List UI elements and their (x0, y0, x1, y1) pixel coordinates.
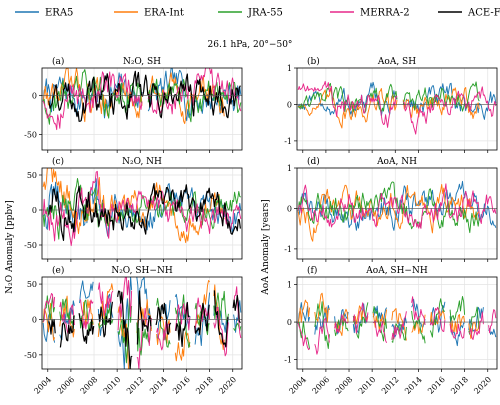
panel-letter: (e) (52, 265, 64, 276)
x-tick-label-0: 2004 (287, 375, 308, 396)
series-line-merra-2 (297, 80, 497, 135)
y-tick-label-2: 1 (287, 281, 292, 290)
x-tick-label-7: 2018 (449, 375, 470, 396)
y-tick-label-0: -50 (24, 351, 37, 360)
y-tick-label-0: -1 (284, 137, 292, 146)
y-tick-label-0: -1 (284, 245, 292, 254)
series-line-ace-fts (48, 70, 241, 122)
series-line-era-int (42, 280, 225, 369)
y-tick-label-0: -1 (284, 356, 292, 365)
panel-f: -1 0 1 2004 2006 2008 2010 2012 2014 2016 2018 2020… (284, 265, 498, 396)
y-tick-label-2: 50 (27, 171, 37, 180)
series-line-merra-2 (42, 68, 242, 131)
panel-letter: (d) (307, 156, 320, 167)
panel-title: N₂O, SH (123, 57, 161, 67)
left-y-axis-label: N₂O Anomaly [ppbv] (5, 200, 15, 294)
y-tick-label-0: -50 (24, 130, 37, 139)
legend-label-1: ERA-Int (144, 8, 184, 19)
legend-label-4: ACE-FTS (467, 8, 500, 19)
panel-d: -1 0 1 (d) AoA, NH (284, 156, 498, 262)
y-tick-label-2: 1 (287, 164, 292, 173)
series-line-merra-2 (42, 277, 242, 369)
x-tick-label-2: 2008 (79, 375, 100, 396)
x-tick-label-6: 2016 (426, 375, 447, 396)
panel-title: N₂O, SH−NH (111, 266, 172, 276)
panels: -50 0 (a) N₂O, SH -1 0 1 (b) AoA, SH -50 0 50 (c) N₂O… (24, 56, 498, 396)
axes-frame (41, 167, 243, 260)
series-line-era-int (42, 168, 225, 244)
series-line-ace-fts (48, 290, 241, 369)
series-line-ace-fts (48, 183, 241, 241)
series-group (297, 292, 497, 355)
panel-title: AoA, SH−NH (365, 266, 428, 276)
series-group (42, 68, 242, 131)
series-line-merra-2 (297, 183, 497, 229)
y-tick-label-1: 0 (32, 91, 37, 100)
x-tick-label-4: 2012 (380, 375, 401, 396)
axes-frame (296, 167, 498, 260)
panel-e: -50 0 50 2004 2006 2008 2010 2012 2014 2016 2018 20… (24, 265, 243, 396)
legend-label-3: MERRA-2 (360, 8, 410, 19)
x-tick-label-7: 2018 (194, 375, 215, 396)
axes-frame (296, 67, 498, 151)
axes-frame (296, 276, 498, 370)
panel-b: -1 0 1 (b) AoA, SH (284, 56, 498, 153)
x-tick-label-3: 2010 (102, 375, 123, 396)
y-tick-label-1: 0 (287, 204, 292, 213)
panel-letter: (c) (52, 156, 64, 167)
x-tick-label-2: 2008 (334, 375, 355, 396)
panel-title: AoA, NH (376, 157, 417, 167)
legend-label-2: JRA-55 (247, 8, 283, 19)
series-line-era5 (297, 298, 497, 347)
x-tick-label-8: 2020 (217, 375, 238, 396)
legend: ERA5 ERA-Int JRA-55 MERRA-2 ACE-FTS (15, 8, 500, 19)
series-group (297, 80, 497, 135)
legend-label-0: ERA5 (45, 8, 73, 19)
x-tick-label-5: 2014 (148, 375, 169, 396)
x-tick-label-3: 2010 (357, 375, 378, 396)
panel-letter: (f) (307, 265, 317, 276)
y-tick-label-1: 0 (287, 318, 292, 327)
y-tick-label-1: 0 (287, 100, 292, 109)
panel-letter: (a) (52, 56, 64, 67)
x-tick-label-0: 2004 (32, 375, 53, 396)
y-tick-label-1: 0 (32, 315, 37, 324)
y-tick-label-0: -50 (24, 241, 37, 250)
y-tick-label-2: 1 (287, 64, 292, 73)
series-line-jra-55 (297, 181, 480, 234)
series-group (42, 168, 242, 247)
panel-letter: (b) (307, 56, 320, 67)
x-tick-label-1: 2006 (56, 375, 77, 396)
axes-frame (41, 276, 243, 370)
series-line-era-int (297, 87, 480, 129)
right-y-axis-label: AoA Anomaly [years] (261, 199, 271, 295)
panel-title: N₂O, NH (122, 157, 162, 167)
x-tick-label-8: 2020 (472, 375, 493, 396)
series-group (42, 277, 242, 369)
figure-suptitle: 26.1 hPa, 20°−50° (208, 40, 293, 50)
x-tick-label-1: 2006 (311, 375, 332, 396)
series-line-jra-55 (297, 81, 480, 114)
panel-title: AoA, SH (377, 57, 416, 67)
x-tick-label-6: 2016 (171, 375, 192, 396)
x-tick-label-5: 2014 (403, 375, 424, 396)
x-tick-label-4: 2012 (125, 375, 146, 396)
y-tick-label-1: 0 (32, 206, 37, 215)
panel-c: -50 0 50 (c) N₂O, NH (24, 156, 243, 262)
series-line-merra-2 (42, 170, 242, 247)
series-group (297, 180, 497, 242)
panel-a: -50 0 (a) N₂O, SH (24, 56, 243, 153)
axes-frame (41, 67, 243, 151)
series-line-merra-2 (297, 296, 497, 355)
y-tick-label-2: 50 (27, 280, 37, 289)
